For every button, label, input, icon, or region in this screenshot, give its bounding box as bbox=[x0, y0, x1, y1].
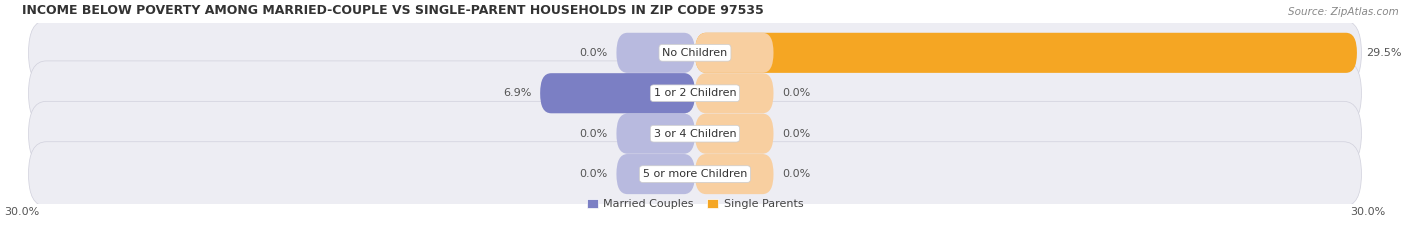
Text: 1 or 2 Children: 1 or 2 Children bbox=[654, 88, 737, 98]
FancyBboxPatch shape bbox=[28, 61, 1361, 126]
FancyBboxPatch shape bbox=[616, 154, 695, 194]
Text: INCOME BELOW POVERTY AMONG MARRIED-COUPLE VS SINGLE-PARENT HOUSEHOLDS IN ZIP COD: INCOME BELOW POVERTY AMONG MARRIED-COUPL… bbox=[21, 4, 763, 17]
Text: 0.0%: 0.0% bbox=[579, 129, 607, 139]
Text: 5 or more Children: 5 or more Children bbox=[643, 169, 747, 179]
Text: 0.0%: 0.0% bbox=[783, 169, 811, 179]
FancyBboxPatch shape bbox=[695, 33, 1357, 73]
Text: 6.9%: 6.9% bbox=[503, 88, 531, 98]
FancyBboxPatch shape bbox=[695, 154, 773, 194]
Text: 29.5%: 29.5% bbox=[1365, 48, 1402, 58]
FancyBboxPatch shape bbox=[695, 114, 773, 154]
Text: Source: ZipAtlas.com: Source: ZipAtlas.com bbox=[1288, 7, 1399, 17]
FancyBboxPatch shape bbox=[616, 73, 695, 113]
Legend: Married Couples, Single Parents: Married Couples, Single Parents bbox=[582, 194, 808, 213]
Text: 0.0%: 0.0% bbox=[579, 169, 607, 179]
Text: 3 or 4 Children: 3 or 4 Children bbox=[654, 129, 737, 139]
FancyBboxPatch shape bbox=[616, 33, 695, 73]
FancyBboxPatch shape bbox=[28, 142, 1361, 206]
FancyBboxPatch shape bbox=[28, 21, 1361, 85]
Text: 0.0%: 0.0% bbox=[783, 88, 811, 98]
Text: 0.0%: 0.0% bbox=[783, 129, 811, 139]
Text: No Children: No Children bbox=[662, 48, 727, 58]
FancyBboxPatch shape bbox=[616, 114, 695, 154]
Text: 0.0%: 0.0% bbox=[579, 48, 607, 58]
FancyBboxPatch shape bbox=[540, 73, 695, 113]
FancyBboxPatch shape bbox=[28, 101, 1361, 166]
FancyBboxPatch shape bbox=[695, 33, 773, 73]
FancyBboxPatch shape bbox=[695, 73, 773, 113]
